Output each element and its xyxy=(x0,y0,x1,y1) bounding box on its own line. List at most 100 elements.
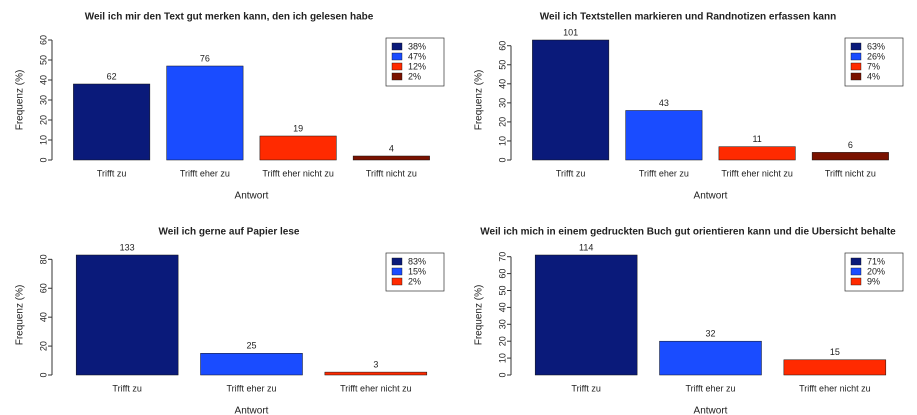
x-tick-label: Trifft zu xyxy=(97,168,127,178)
x-tick-label: Trifft eher zu xyxy=(226,383,276,393)
count-label: 32 xyxy=(705,329,715,339)
legend-swatch xyxy=(850,52,862,61)
count-label: 133 xyxy=(120,242,135,252)
y-tick-label: 50 xyxy=(38,55,48,65)
legend-swatch xyxy=(391,42,403,51)
legend-label: 71% xyxy=(867,256,885,266)
legend-swatch xyxy=(850,257,862,266)
y-tick-label: 30 xyxy=(497,319,507,329)
count-label: 114 xyxy=(579,242,593,252)
bar xyxy=(259,135,337,161)
chart-title: Weil ich Textstellen markieren und Randn… xyxy=(540,12,836,23)
bar xyxy=(659,340,762,376)
legend-swatch xyxy=(391,52,403,61)
x-tick-label: Trifft nicht zu xyxy=(366,168,417,178)
x-axis-label: Antwort xyxy=(235,191,269,202)
legend-label: 63% xyxy=(867,41,885,51)
legend-label: 38% xyxy=(408,41,426,51)
y-tick-label: 40 xyxy=(38,312,48,322)
x-tick-label: Trifft zu xyxy=(556,168,586,178)
legend-label: 9% xyxy=(867,276,880,286)
legend-swatch xyxy=(850,42,862,51)
legend-swatch xyxy=(850,267,862,276)
bar xyxy=(783,359,887,376)
count-label: 19 xyxy=(293,123,303,133)
legend-swatch xyxy=(391,72,403,81)
bar xyxy=(718,146,796,161)
y-tick-label: 0 xyxy=(38,157,48,162)
x-tick-label: Trifft eher nicht zu xyxy=(799,383,871,393)
legend-swatch xyxy=(391,62,403,71)
bar xyxy=(73,83,151,161)
x-tick-label: Trifft eher nicht zu xyxy=(340,383,412,393)
chart: Weil ich mir den Text gut merken kann, d… xyxy=(15,12,445,202)
count-label: 76 xyxy=(200,53,210,63)
legend-label: 47% xyxy=(408,51,426,61)
chart: Weil ich gerne auf Papier lese Frequenz (… xyxy=(15,227,445,415)
x-tick-label: Trifft eher nicht zu xyxy=(262,168,334,178)
chart-title: Weil ich gerne auf Papier lese xyxy=(159,227,300,238)
chart-title: Weil ich mir den Text gut merken kann, d… xyxy=(85,12,374,23)
x-tick-label: Trifft eher zu xyxy=(180,168,230,178)
bar xyxy=(534,254,638,376)
y-axis-label: Frequenz (%) xyxy=(474,70,485,131)
count-label: 11 xyxy=(752,134,761,144)
legend-swatch xyxy=(850,72,862,81)
x-axis-label: Antwort xyxy=(694,406,728,415)
count-label: 4 xyxy=(389,143,394,153)
y-tick-label: 20 xyxy=(497,117,507,127)
legend-label: 7% xyxy=(867,61,880,71)
x-tick-label: Trifft eher nicht zu xyxy=(721,168,793,178)
x-axis-label: Antwort xyxy=(694,191,728,202)
legend-label: 15% xyxy=(408,266,426,276)
count-label: 3 xyxy=(373,359,378,369)
y-tick-label: 40 xyxy=(497,302,507,312)
y-tick-label: 0 xyxy=(497,372,507,377)
y-tick-label: 20 xyxy=(38,115,48,125)
y-tick-label: 50 xyxy=(497,60,507,70)
x-tick-label: Trifft eher zu xyxy=(685,383,735,393)
bar xyxy=(532,39,610,161)
count-label: 6 xyxy=(848,140,853,150)
y-tick-label: 10 xyxy=(497,353,507,363)
y-tick-label: 60 xyxy=(38,35,48,45)
bar xyxy=(324,371,428,376)
y-tick-label: 20 xyxy=(38,341,48,351)
y-axis-label: Frequenz (%) xyxy=(15,70,26,131)
y-tick-label: 30 xyxy=(38,95,48,105)
y-tick-label: 20 xyxy=(497,336,507,346)
y-tick-label: 80 xyxy=(38,254,48,264)
legend-swatch xyxy=(391,257,403,266)
bar xyxy=(811,152,889,161)
y-tick-label: 0 xyxy=(38,372,48,377)
legend-swatch xyxy=(391,267,403,276)
count-label: 62 xyxy=(107,71,117,81)
legend-label: 83% xyxy=(408,256,426,266)
y-axis-label: Frequenz (%) xyxy=(474,285,485,346)
x-tick-label: Trifft eher zu xyxy=(639,168,689,178)
y-tick-label: 60 xyxy=(38,283,48,293)
bar xyxy=(75,254,179,376)
y-tick-label: 60 xyxy=(497,269,507,279)
x-tick-label: Trifft zu xyxy=(571,383,601,393)
chart-title: Weil ich mich in einem gedruckten Buch g… xyxy=(480,227,896,238)
legend-swatch xyxy=(391,277,403,286)
chart: Weil ich mich in einem gedruckten Buch g… xyxy=(474,227,904,415)
y-tick-label: 0 xyxy=(497,157,507,162)
y-tick-label: 10 xyxy=(497,136,507,146)
y-axis-label: Frequenz (%) xyxy=(15,285,26,346)
y-tick-label: 70 xyxy=(497,252,507,262)
y-tick-label: 30 xyxy=(497,98,507,108)
y-tick-label: 60 xyxy=(497,41,507,51)
y-tick-label: 40 xyxy=(497,79,507,89)
legend-label: 26% xyxy=(867,51,885,61)
x-tick-label: Trifft zu xyxy=(112,383,142,393)
legend-label: 12% xyxy=(408,61,426,71)
legend-label: 20% xyxy=(867,266,885,276)
legend-swatch xyxy=(850,277,862,286)
bar xyxy=(352,155,430,161)
x-tick-label: Trifft nicht zu xyxy=(825,168,876,178)
count-label: 25 xyxy=(246,341,256,351)
